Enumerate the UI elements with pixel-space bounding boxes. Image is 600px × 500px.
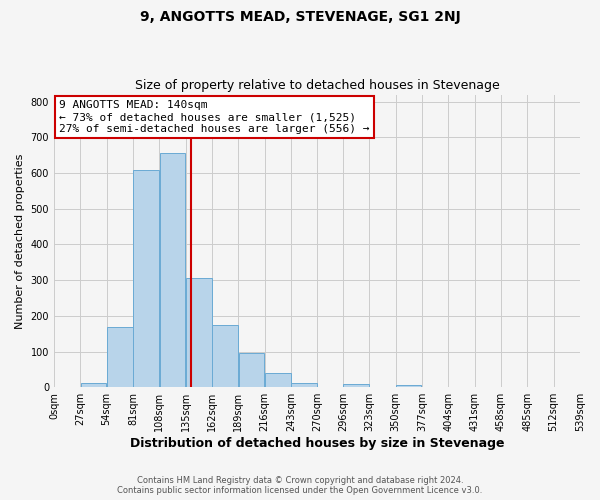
Bar [107, 326, 133, 387]
Text: Contains HM Land Registry data © Crown copyright and database right 2024.
Contai: Contains HM Land Registry data © Crown c… [118, 476, 482, 495]
Bar [343, 384, 369, 387]
Text: 9, ANGOTTS MEAD, STEVENAGE, SG1 2NJ: 9, ANGOTTS MEAD, STEVENAGE, SG1 2NJ [140, 10, 460, 24]
Bar [265, 373, 290, 387]
X-axis label: Distribution of detached houses by size in Stevenage: Distribution of detached houses by size … [130, 437, 504, 450]
Bar [212, 325, 238, 387]
Bar [133, 170, 159, 387]
Y-axis label: Number of detached properties: Number of detached properties [15, 153, 25, 328]
Bar [186, 278, 212, 387]
Bar [239, 352, 265, 387]
Bar [80, 382, 106, 387]
Bar [292, 382, 317, 387]
Title: Size of property relative to detached houses in Stevenage: Size of property relative to detached ho… [134, 79, 499, 92]
Text: 9 ANGOTTS MEAD: 140sqm
← 73% of detached houses are smaller (1,525)
27% of semi-: 9 ANGOTTS MEAD: 140sqm ← 73% of detached… [59, 100, 370, 134]
Bar [396, 386, 421, 387]
Bar [160, 154, 185, 387]
